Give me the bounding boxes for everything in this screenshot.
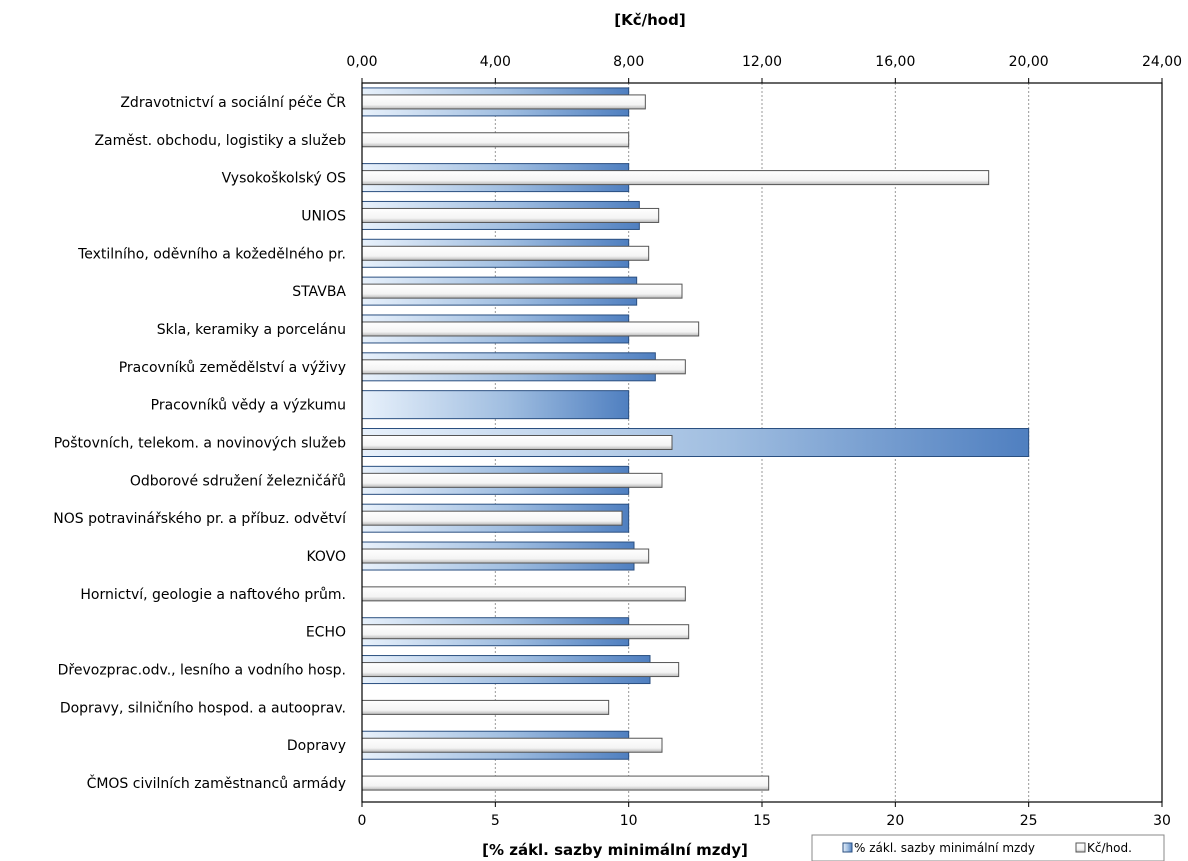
category-label: Vysokoškolský OS xyxy=(222,171,347,187)
bottom-tick-label: 30 xyxy=(1153,813,1171,829)
bar-kc xyxy=(361,321,700,337)
top-axis-title: [Kč/hod] xyxy=(614,11,685,29)
category-label: Odborové sdružení železničářů xyxy=(130,473,346,489)
category-label: Dopravy, silničního hospod. a autooprav. xyxy=(60,700,346,716)
bar-kc xyxy=(361,245,650,261)
legend-label-kc: Kč/hod. xyxy=(1087,841,1132,855)
legend-box xyxy=(811,834,1165,861)
bottom-tick-label: 0 xyxy=(358,813,367,829)
category-label: ČMOS civilních zaměstnanců armády xyxy=(87,774,346,792)
bottom-tick-label: 25 xyxy=(1020,813,1038,829)
bottom-tick-label: 5 xyxy=(491,813,500,829)
bar-kc xyxy=(361,207,660,223)
category-label: Hornictví, geologie a naftového prům. xyxy=(80,587,346,603)
legend-swatch-kc xyxy=(1075,842,1086,853)
category-label: Zdravotnictví a sociální péče ČR xyxy=(120,93,346,111)
bottom-tick-label: 15 xyxy=(753,813,771,829)
top-tick-label: 8,00 xyxy=(613,54,644,70)
bar-kc xyxy=(361,548,650,564)
category-label: KOVO xyxy=(306,549,346,565)
top-tick-label: 20,00 xyxy=(1009,54,1049,70)
top-tick-label: 0,00 xyxy=(346,54,377,70)
legend-label-percent: % zákl. sazby minimální mzdy xyxy=(854,841,1035,855)
bottom-axis-ticks: 0 5 10 15 20 25 30 xyxy=(358,802,1171,829)
bottom-tick-label: 10 xyxy=(620,813,638,829)
bar-kc xyxy=(361,699,610,715)
bar-kc xyxy=(361,94,646,110)
category-label: Dopravy xyxy=(287,738,346,754)
bar-kc xyxy=(361,435,673,450)
bar-kc xyxy=(361,662,680,678)
top-axis-ticks: 0,00 4,00 8,00 12,00 16,00 20,00 24,00 xyxy=(346,54,1182,83)
bar-kc xyxy=(361,472,663,488)
top-tick-label: 24,00 xyxy=(1142,54,1182,70)
bar-kc xyxy=(361,510,623,526)
bar-kc xyxy=(361,283,683,299)
bar-kc xyxy=(361,132,630,148)
bar-kc xyxy=(361,737,663,753)
category-labels: Zdravotnictví a sociální péče ČR Zaměst. … xyxy=(53,93,347,792)
bar-kc xyxy=(361,586,686,602)
category-label: Textilního, oděvního a kožedělného pr. xyxy=(77,246,346,262)
bottom-tick-label: 20 xyxy=(886,813,904,829)
bar-kc xyxy=(361,359,686,375)
category-label: NOS potravinářského pr. a příbuz. odvětv… xyxy=(53,511,347,527)
top-tick-label: 16,00 xyxy=(875,54,915,70)
category-label: UNIOS xyxy=(301,208,346,224)
top-tick-label: 12,00 xyxy=(742,54,782,70)
bar-kc xyxy=(361,775,770,791)
legend: % zákl. sazby minimální mzdy Kč/hod. xyxy=(811,834,1165,861)
legend-swatch-percent xyxy=(842,842,853,853)
bar-kc xyxy=(361,624,690,640)
bar-kc xyxy=(361,170,990,186)
category-label: Poštovních, telekom. a novinových služeb xyxy=(54,436,346,452)
bar-percent xyxy=(361,390,630,420)
category-label: ECHO xyxy=(306,625,346,641)
category-label: Pracovníků zemědělství a výživy xyxy=(119,360,346,376)
category-label: Dřevozprac.odv., lesního a vodního hosp. xyxy=(58,663,346,679)
category-label: Zaměst. obchodu, logistiky a služeb xyxy=(94,133,346,149)
bottom-axis-title: [% zákl. sazby minimální mzdy] xyxy=(482,841,748,859)
bars xyxy=(361,87,1030,791)
category-label: Pracovníků vědy a výzkumu xyxy=(151,398,346,414)
category-label: STAVBA xyxy=(292,284,346,300)
top-tick-label: 4,00 xyxy=(480,54,511,70)
category-label: Skla, keramiky a porcelánu xyxy=(157,322,346,338)
